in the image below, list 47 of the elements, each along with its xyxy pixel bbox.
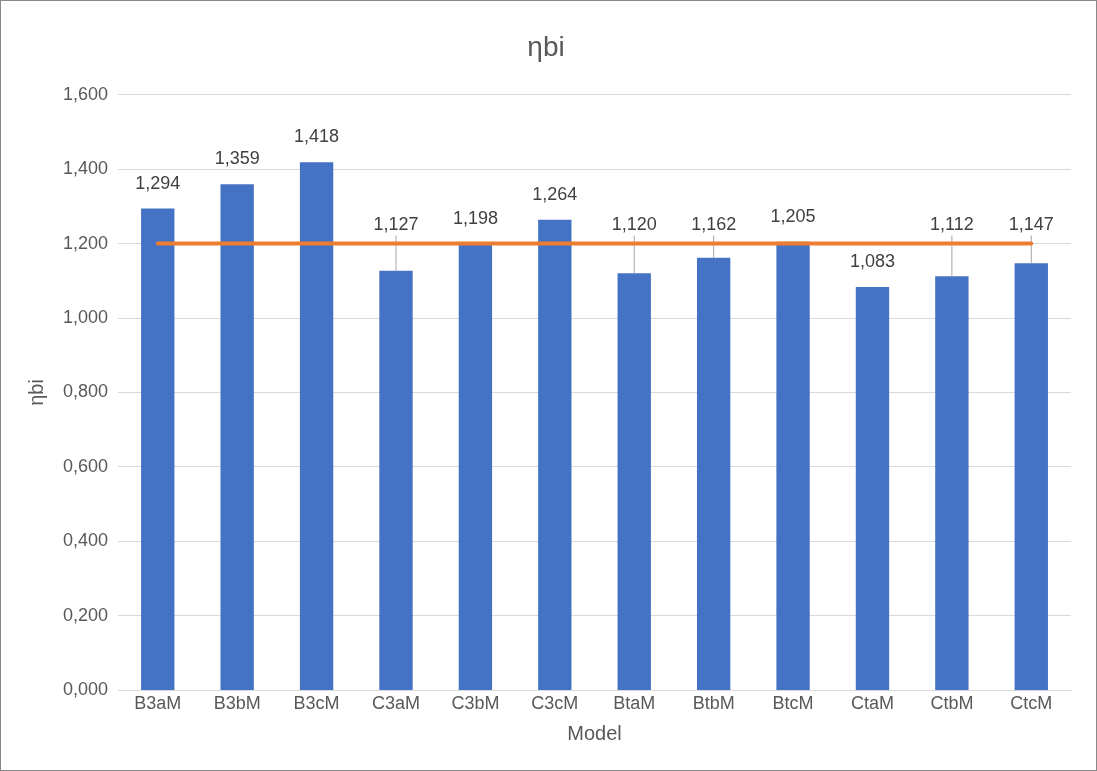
- x-axis-title: Model: [567, 721, 622, 744]
- bar: [855, 287, 890, 690]
- y-tick-label: 0,200: [63, 604, 109, 625]
- bar: [696, 257, 731, 690]
- bar: [935, 276, 969, 690]
- y-tick-label: 1,200: [63, 232, 109, 253]
- x-tick-label: CtaM: [850, 693, 894, 714]
- bar: [617, 273, 651, 690]
- data-label: 1,120: [611, 213, 657, 234]
- x-tick-label: C3cM: [531, 693, 579, 714]
- bar: [458, 244, 493, 690]
- x-tick-label: BtcM: [772, 693, 814, 714]
- y-axis-title: ηbi: [24, 379, 47, 406]
- x-tick-label: B3aM: [134, 693, 182, 714]
- bar: [220, 184, 254, 690]
- data-label: 1,127: [373, 213, 419, 234]
- y-tick-label: 0,000: [63, 679, 109, 700]
- data-label: 1,147: [1008, 213, 1054, 234]
- data-label: 1,205: [770, 205, 816, 226]
- data-label: 1,264: [532, 183, 578, 204]
- x-tick-label: B3cM: [293, 693, 340, 714]
- data-label: 1,162: [691, 213, 737, 234]
- data-label: 1,083: [849, 251, 895, 272]
- y-tick-label: 0,400: [63, 530, 109, 551]
- x-tick-label: C3bM: [451, 693, 500, 714]
- x-tick-label: BtbM: [692, 693, 735, 714]
- x-tick-label: CtbM: [930, 693, 974, 714]
- data-label: 1,418: [294, 126, 340, 147]
- bar: [141, 208, 175, 690]
- data-label: 1,359: [214, 148, 260, 169]
- x-tick-label: CtcM: [1010, 693, 1053, 714]
- chart-title: ηbi: [527, 30, 565, 62]
- bar: [379, 270, 413, 690]
- bar: [1014, 263, 1048, 690]
- y-tick-label: 0,800: [63, 381, 109, 402]
- bar: [299, 162, 334, 690]
- data-label: 1,294: [135, 172, 181, 193]
- bar: [538, 219, 572, 690]
- data-label: 1,198: [452, 208, 498, 229]
- y-tick-label: 1,000: [63, 306, 109, 327]
- y-tick-label: 1,600: [63, 83, 109, 104]
- x-tick-label: B3bM: [213, 693, 261, 714]
- x-tick-label: BtaM: [613, 693, 656, 714]
- y-tick-label: 0,600: [63, 455, 109, 476]
- data-label: 1,112: [930, 213, 974, 234]
- y-tick-label: 1,400: [63, 158, 109, 179]
- x-tick-label: C3aM: [371, 693, 420, 714]
